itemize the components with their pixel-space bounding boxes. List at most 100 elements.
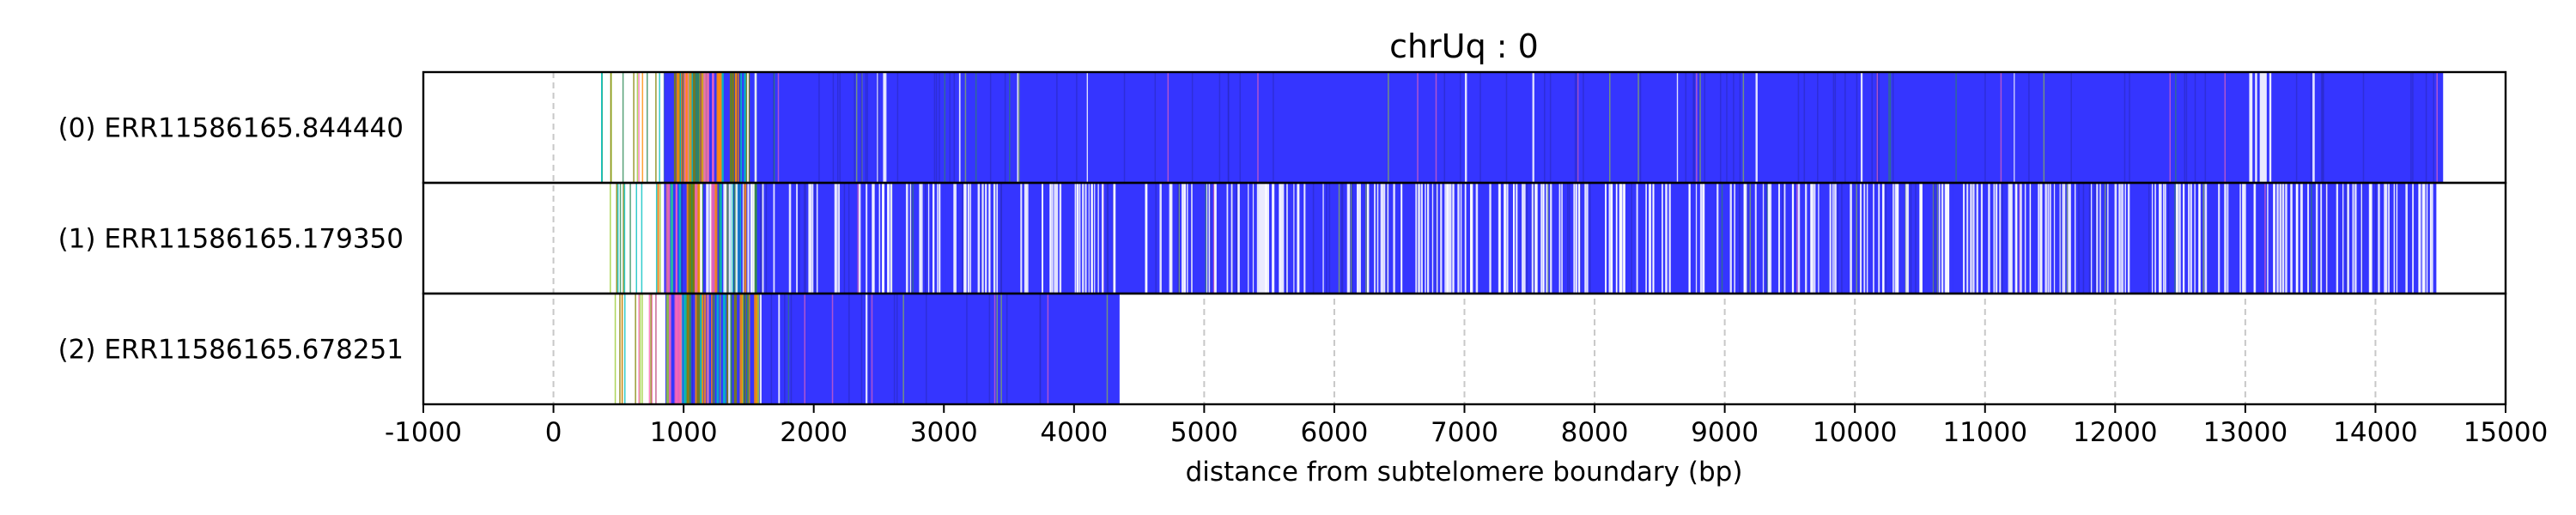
read-stripe [949, 72, 951, 183]
read-stripe [2421, 183, 2424, 294]
read-stripe [2185, 72, 2188, 183]
read-stripe [1205, 183, 1207, 294]
read-stripe [1716, 183, 1719, 294]
read-stripe [2198, 183, 2201, 294]
read-stripe [773, 72, 775, 183]
read-stripe [1873, 183, 1874, 294]
read-stripe [1608, 72, 1611, 183]
read-stripe [1097, 183, 1099, 294]
read-stripe [2082, 183, 2085, 294]
read-stripe [2188, 183, 2190, 294]
read-stripe [1082, 183, 1084, 294]
read-stripe [1540, 183, 1543, 294]
read-stripe [1938, 183, 1941, 294]
read-stripe [1470, 183, 1473, 294]
read-stripe [750, 183, 753, 294]
read-stripe [2121, 183, 2123, 294]
read-stripe [1009, 72, 1011, 183]
read-stripe [2175, 183, 2178, 294]
read-stripe [730, 72, 732, 183]
read-stripe [1094, 183, 1096, 294]
read-stripe [1380, 183, 1382, 294]
read-stripe [1505, 72, 1508, 183]
read-stripe [1876, 72, 1879, 183]
read-stripe [2066, 183, 2069, 294]
read-stripe [882, 183, 884, 294]
read-stripe [1374, 183, 1376, 294]
read-stripe [1832, 72, 1835, 183]
read-stripe [633, 72, 635, 183]
read-stripe [682, 72, 683, 183]
read-stripe [1685, 72, 1687, 183]
read-stripe [641, 183, 643, 294]
read-stripe [622, 72, 624, 183]
read-stripe [777, 72, 780, 183]
read-stripe [1860, 72, 1863, 183]
read-stripe [1076, 72, 1078, 183]
read-stripe [836, 72, 839, 183]
read-stripe [2385, 183, 2388, 294]
read-stripe [966, 294, 968, 404]
read-stripe [1765, 183, 1767, 294]
read-stripe [629, 183, 631, 294]
read-stripe [2043, 72, 2045, 183]
read-stripe [1042, 183, 1043, 294]
read-stripe [1810, 183, 1813, 294]
read-stripe [2151, 183, 2154, 294]
read-stripe [681, 183, 683, 294]
read-stripe [2174, 183, 2176, 294]
read-stripe [1341, 183, 1344, 294]
read-stripe [754, 183, 757, 294]
panel-frames [422, 70, 2507, 406]
read-stripe [857, 183, 859, 294]
read-stripe [1568, 183, 1571, 294]
read-stripe [635, 294, 636, 404]
read-stripe [1999, 183, 2002, 294]
read-stripe [719, 72, 723, 183]
read-stripe [703, 294, 707, 404]
read-stripe [736, 72, 738, 183]
read-stripe [1878, 72, 1880, 183]
read-stripe [714, 183, 718, 294]
read-stripe [977, 183, 981, 294]
read-stripe [1145, 183, 1148, 294]
read-stripe [818, 72, 820, 183]
read-stripe [1155, 183, 1157, 294]
read-stripe [1841, 183, 1843, 294]
read-stripe [2285, 183, 2287, 294]
read-stripe [2184, 72, 2185, 183]
read-stripe [2158, 183, 2161, 294]
read-stripe [2290, 183, 2293, 294]
read-stripe [989, 72, 992, 183]
read-stripe [2029, 183, 2032, 294]
read-stripe [1856, 72, 1858, 183]
read-stripe [2242, 183, 2245, 294]
read-stripe [619, 183, 622, 294]
read-stripe [2321, 72, 2323, 183]
read-stripe [2001, 183, 2003, 294]
read-stripe [1770, 183, 1772, 294]
read-stripe [689, 294, 692, 404]
read-stripe [726, 183, 728, 294]
read-stripe [641, 72, 644, 183]
read-stripe [1431, 183, 1434, 294]
read-stripe [1444, 183, 1446, 294]
read-stripe [804, 294, 805, 404]
read-stripe [710, 183, 714, 294]
read-stripe [1226, 183, 1229, 294]
read-stripe [686, 183, 690, 294]
read-stripe [866, 72, 868, 183]
read-stripe [2020, 183, 2022, 294]
read-stripe [686, 294, 690, 404]
read-stripe [1832, 183, 1834, 294]
read-stripe [1426, 183, 1430, 294]
read-stripe [981, 183, 984, 294]
read-stripe [678, 294, 683, 404]
read-stripe [1191, 183, 1193, 294]
read-stripe [2354, 183, 2357, 294]
read-stripe [1747, 183, 1749, 294]
read-stripe [639, 294, 641, 404]
read-stripe [1668, 183, 1671, 294]
read-stripe [805, 183, 806, 294]
read-stripe [695, 183, 698, 294]
